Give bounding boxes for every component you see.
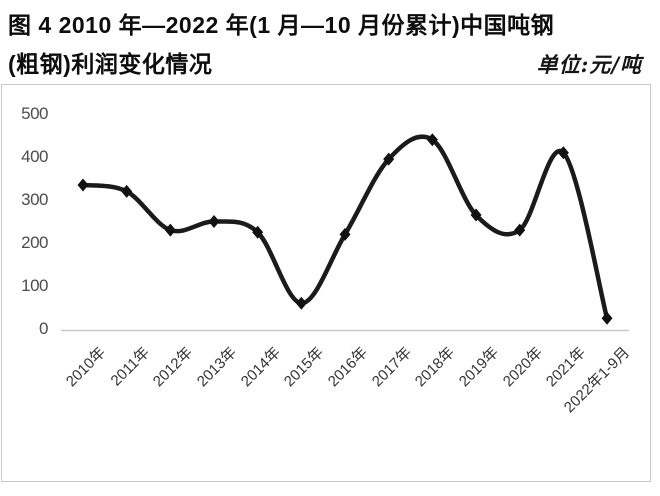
figure-title-row2: (粗钢)利润变化情况 单位:元/吨 — [8, 45, 654, 79]
figure-title-line2: (粗钢)利润变化情况 — [8, 51, 213, 77]
figure-title: 图 4 2010 年—2022 年(1 月—10 月份累计)中国吨钢 (粗钢)利… — [8, 6, 654, 79]
y-axis-tick-label: 0 — [39, 319, 48, 338]
figure-title-line1: 图 4 2010 年—2022 年(1 月—10 月份累计)中国吨钢 — [8, 12, 555, 38]
y-axis-tick-label: 200 — [21, 233, 48, 252]
y-axis-tick-label: 400 — [21, 147, 48, 166]
y-axis-tick-label: 500 — [21, 104, 48, 123]
y-axis-tick-label: 300 — [21, 190, 48, 209]
unit-label: 单位:元/吨 — [536, 52, 642, 77]
y-axis-tick-label: 100 — [21, 276, 48, 295]
